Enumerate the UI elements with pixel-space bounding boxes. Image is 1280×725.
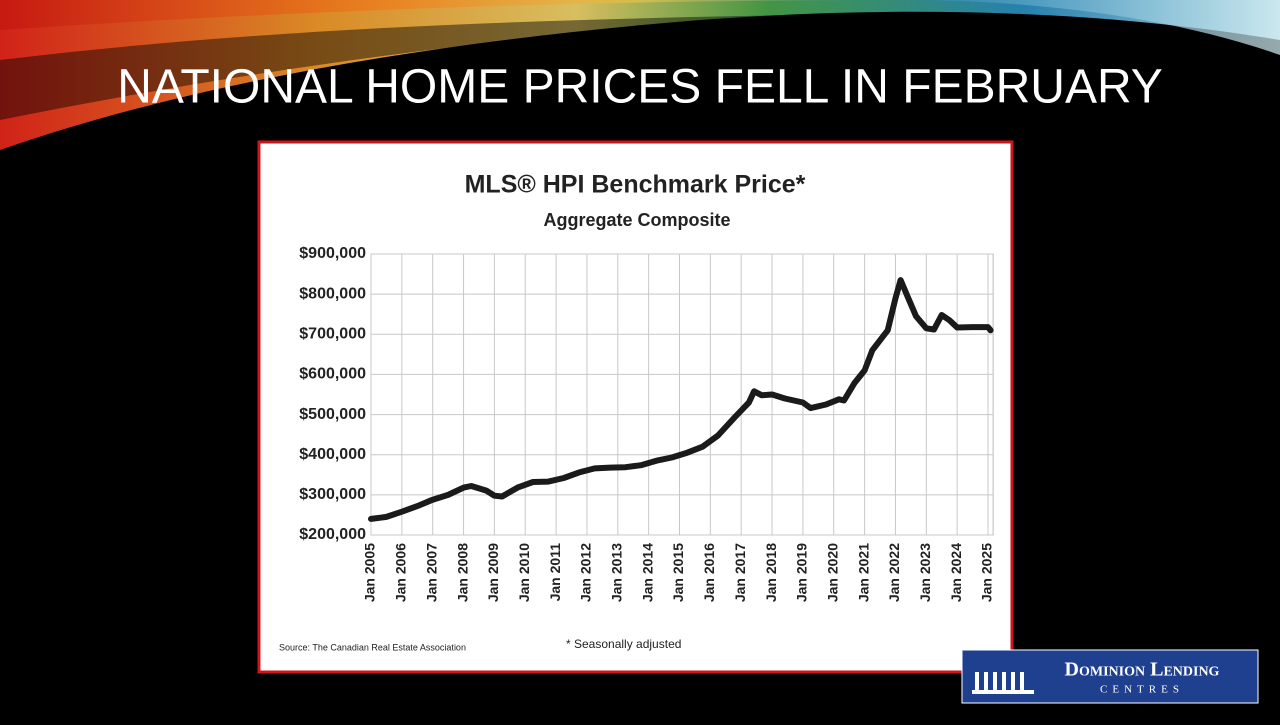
x-tick-label: Jan 2023 bbox=[917, 543, 933, 602]
x-tick-label: Jan 2021 bbox=[855, 543, 871, 602]
logo-sub: CENTRES bbox=[1100, 684, 1184, 696]
y-tick-label: $200,000 bbox=[299, 526, 366, 543]
x-tick-label: Jan 2007 bbox=[423, 543, 439, 602]
x-tick-label: Jan 2006 bbox=[393, 543, 409, 602]
y-tick-label: $400,000 bbox=[299, 446, 366, 463]
x-tick-label: Jan 2015 bbox=[670, 543, 686, 602]
x-tick-label: Jan 2016 bbox=[701, 543, 717, 602]
logo-icon bbox=[972, 672, 1034, 694]
slide-title: NATIONAL HOME PRICES FELL IN FEBRUARY bbox=[117, 61, 1163, 114]
x-tick-label: Jan 2013 bbox=[609, 543, 625, 602]
y-tick-label: $800,000 bbox=[299, 285, 366, 302]
x-tick-label: Jan 2010 bbox=[516, 543, 532, 602]
x-tick-label: Jan 2014 bbox=[639, 543, 655, 602]
x-tick-label: Jan 2012 bbox=[578, 543, 594, 602]
swoosh bbox=[0, 0, 1280, 55]
plot: $200,000 $300,000 $400,000 $500,000 $600,000… bbox=[299, 245, 994, 602]
swoosh bbox=[0, 0, 1280, 150]
x-tick-label: Jan 2011 bbox=[547, 543, 563, 602]
y-tick-label: $900,000 bbox=[299, 245, 366, 262]
swoosh-shadow bbox=[0, 15, 800, 120]
data-line bbox=[368, 277, 994, 522]
logo-name: Dominion Lending bbox=[1065, 659, 1220, 681]
x-tick-label: Jan 2005 bbox=[362, 543, 378, 602]
x-tick-label: Jan 2025 bbox=[979, 543, 995, 602]
y-tick-label: $300,000 bbox=[299, 486, 366, 503]
x-tick-label: Jan 2009 bbox=[485, 543, 501, 602]
plot-area bbox=[370, 253, 994, 536]
chart-subtitle: Aggregate Composite bbox=[543, 210, 730, 230]
x-tick-label: Jan 2018 bbox=[763, 543, 779, 602]
x-tick-label: Jan 2017 bbox=[732, 543, 748, 602]
note: * Seasonally adjusted bbox=[566, 637, 681, 651]
chart-title: MLS® HPI Benchmark Price* bbox=[465, 171, 806, 199]
x-tick-label: Jan 2024 bbox=[948, 543, 964, 602]
source: Source: The Canadian Real Estate Associa… bbox=[279, 642, 466, 652]
y-tick-label: $600,000 bbox=[299, 366, 366, 383]
y-tick-label: $500,000 bbox=[299, 406, 366, 423]
x-tick-label: Jan 2020 bbox=[824, 543, 840, 602]
x-tick-label: Jan 2019 bbox=[794, 543, 810, 602]
y-tick-label: $700,000 bbox=[299, 326, 366, 343]
x-tick-label: Jan 2022 bbox=[886, 543, 902, 602]
x-tick-label: Jan 2008 bbox=[454, 543, 470, 602]
